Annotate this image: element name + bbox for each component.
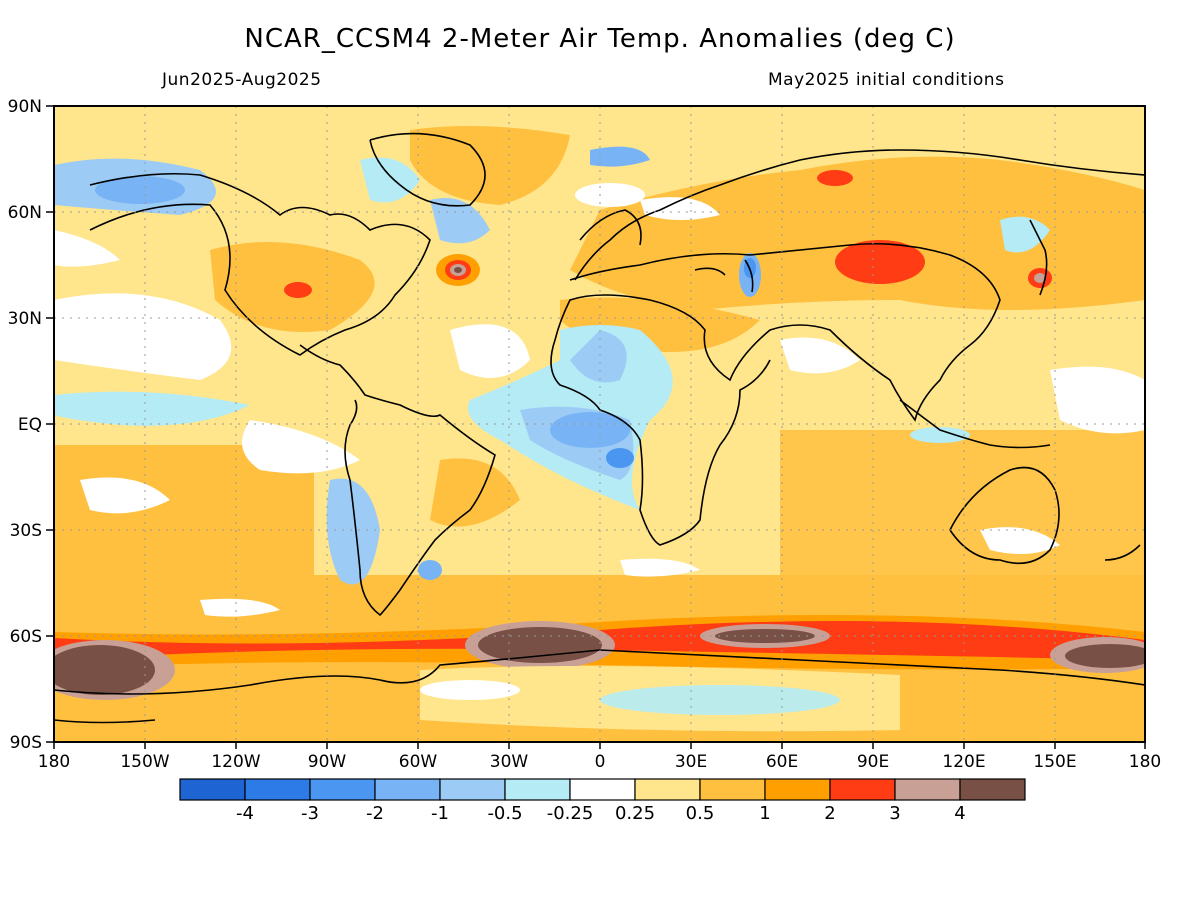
- colorbar-swatch: [699, 778, 766, 801]
- colorbar-label: 0.25: [615, 803, 655, 824]
- lon-label: 60E: [766, 752, 798, 772]
- colorbar-label: 2: [824, 803, 835, 824]
- lon-label: 90E: [857, 752, 889, 772]
- lon-label: 60W: [399, 752, 438, 772]
- colorbar-label: -4: [236, 803, 254, 824]
- coastlines: [54, 132, 1145, 724]
- lat-label: 60N: [8, 203, 42, 223]
- longitude-labels: 180 150W 120W 90W 60W 30W 0 30E 60E 90E …: [38, 752, 1161, 772]
- lon-label: 150E: [1033, 752, 1076, 772]
- colorbar-label: 0.5: [686, 803, 715, 824]
- lon-label: 90W: [308, 752, 347, 772]
- lon-label: 30W: [490, 752, 529, 772]
- latitude-labels: 90N 60N 30N EQ 30S 60S 90S: [8, 97, 42, 753]
- lat-label: 30S: [10, 521, 42, 541]
- graticule: [54, 106, 1145, 742]
- lat-label: 90S: [10, 733, 42, 753]
- colorbar-label: 3: [889, 803, 900, 824]
- colorbar-swatch: [504, 778, 571, 801]
- lon-label: 180: [38, 752, 70, 772]
- lat-label: EQ: [18, 415, 42, 435]
- colorbar-label: -3: [301, 803, 319, 824]
- lon-label: 150W: [120, 752, 169, 772]
- colorbar-label: -1: [431, 803, 449, 824]
- colorbar-swatch: [179, 778, 246, 801]
- lat-label: 60S: [10, 627, 42, 647]
- lon-label: 180: [1129, 752, 1161, 772]
- lon-label: 120W: [211, 752, 260, 772]
- colorbar-swatch: [959, 778, 1026, 801]
- lat-label: 30N: [8, 309, 42, 329]
- colorbar-swatch: [634, 778, 701, 801]
- colorbar-label: 1: [759, 803, 770, 824]
- colorbar-swatch: [244, 778, 311, 801]
- colorbar-swatch: [894, 778, 961, 801]
- colorbar-label: -0.25: [547, 803, 594, 824]
- lon-label: 0: [595, 752, 606, 772]
- map-title: NCAR_CCSM4 2-Meter Air Temp. Anomalies (…: [244, 24, 956, 54]
- season-label: Jun2025-Aug2025: [162, 70, 322, 90]
- colorbar-label: -2: [366, 803, 384, 824]
- colorbar-label: -0.5: [487, 803, 522, 824]
- colorbar-swatch: [764, 778, 831, 801]
- colorbar-swatch: [569, 778, 636, 801]
- colorbar-label: 4: [954, 803, 965, 824]
- colorbar-swatch: [439, 778, 506, 801]
- colorbar-swatch: [374, 778, 441, 801]
- lat-label: 90N: [8, 97, 42, 117]
- colorbar: -4 -3 -2 -1 -0.5 -0.25 0.25 0.5 1 2 3 4: [179, 778, 1026, 824]
- lon-label: 120E: [942, 752, 985, 772]
- colorbar-swatch: [829, 778, 896, 801]
- lon-label: 30E: [675, 752, 707, 772]
- initial-conditions-label: May2025 initial conditions: [768, 70, 1005, 90]
- colorbar-swatch: [309, 778, 376, 801]
- tick-marks: [46, 105, 1146, 749]
